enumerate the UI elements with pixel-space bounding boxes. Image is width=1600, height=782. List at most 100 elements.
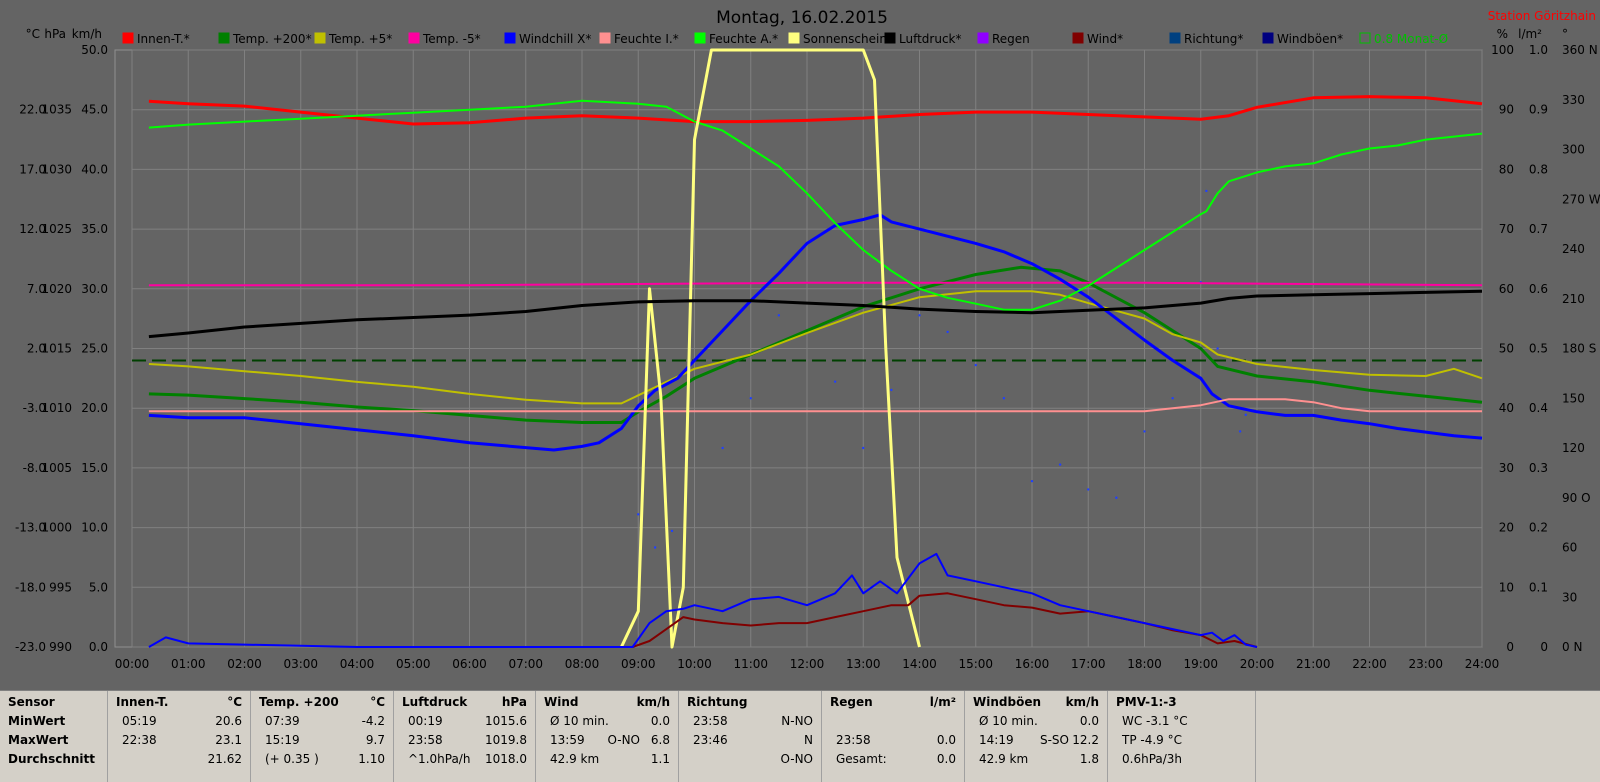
dir-tick-label: 30 bbox=[1562, 590, 1577, 604]
stats-header-unit: °C bbox=[370, 695, 385, 709]
press-tick-label: 1030 bbox=[41, 162, 72, 176]
stats-time: 14:19 bbox=[979, 733, 1014, 747]
wind-tick-label: 35.0 bbox=[81, 222, 108, 236]
stats-header: Luftdruck hPa bbox=[394, 693, 535, 712]
legend-item: Temp. -5* bbox=[408, 32, 481, 46]
dir-tick-label: 0 N bbox=[1562, 640, 1582, 654]
legend-swatch bbox=[788, 32, 800, 44]
temp-tick-label: -3.0 bbox=[23, 401, 46, 415]
wind-tick-label: 20.0 bbox=[81, 401, 108, 415]
legend-label: Luftdruck* bbox=[899, 32, 962, 46]
wind-tick-label: 45.0 bbox=[81, 103, 108, 117]
wind-tick-label: 25.0 bbox=[81, 342, 108, 356]
legend-swatch bbox=[1262, 32, 1274, 44]
series-line bbox=[148, 552, 1258, 648]
stats-value: 1.8 bbox=[1079, 752, 1099, 766]
stats-header-label: Temp. +200 bbox=[259, 695, 339, 709]
station-label: Station Göritzhain bbox=[1488, 9, 1596, 23]
hum-tick-label: 90 bbox=[1499, 103, 1514, 117]
dir-tick-label: 150 bbox=[1562, 391, 1585, 405]
legend-item: 0.8 Monat-Ø bbox=[1359, 32, 1448, 46]
stats-row: 00:19 1015.6 bbox=[394, 712, 535, 731]
legend-swatch bbox=[218, 32, 230, 44]
legend-label: Richtung* bbox=[1184, 32, 1243, 46]
hum-tick-label: 50 bbox=[1499, 342, 1514, 356]
stats-time: 23:58 bbox=[693, 714, 728, 728]
stats-header: Innen-T. °C bbox=[108, 693, 250, 712]
legend-swatch bbox=[408, 32, 420, 44]
direction-point bbox=[918, 314, 921, 317]
stats-column: Windböen km/h Ø 10 min. 0.0 14:19 S-SO 12.2 42.… bbox=[965, 691, 1108, 782]
dir-tick-label: 300 bbox=[1562, 143, 1585, 157]
x-tick-label: 13:00 bbox=[846, 657, 881, 671]
temp-tick-label: -18.0 bbox=[15, 580, 46, 594]
press-tick-label: 990 bbox=[49, 640, 72, 654]
press-tick-label: 1020 bbox=[41, 282, 72, 296]
stats-row: 14:19 S-SO 12.2 bbox=[965, 731, 1107, 750]
stats-column: Regen l/m² 23:58 0.0 Gesamt: 0.0 bbox=[822, 691, 965, 782]
stats-column: Luftdruck hPa 00:19 1015.6 23:58 1019.8 ^1.0hP… bbox=[394, 691, 536, 782]
x-tick-label: 11:00 bbox=[733, 657, 768, 671]
direction-point bbox=[833, 380, 837, 383]
x-tick-label: 21:00 bbox=[1296, 657, 1331, 671]
stats-header-unit: hPa bbox=[501, 695, 527, 709]
stats-column: Wind km/h Ø 10 min. 0.0 13:59 O-NO 6.8 42.9 km 1… bbox=[536, 691, 679, 782]
hum-tick-label: 40 bbox=[1499, 401, 1514, 415]
rain-axis-unit: l/m² bbox=[1518, 27, 1542, 41]
press-tick-label: 1015 bbox=[41, 342, 72, 356]
x-tick-label: 02:00 bbox=[227, 657, 262, 671]
direction-point bbox=[1143, 430, 1146, 433]
rain-tick-label: 0 bbox=[1540, 640, 1548, 654]
stats-column: Sensor MinWert MaxWert Durchschnitt bbox=[0, 691, 108, 782]
legend-item: Innen-T.* bbox=[122, 32, 190, 46]
weather-chart: 00:00 01:00 02:00 03:00 04:00 05:00 06:00 07:00… bbox=[15, 8, 1600, 671]
stats-value: 0.0 bbox=[936, 752, 956, 766]
stats-header-label: Richtung bbox=[687, 695, 748, 709]
press-tick-label: 1010 bbox=[41, 401, 72, 415]
stats-panel: Sensor MinWert MaxWert Durchschnitt Innen-T.… bbox=[0, 690, 1600, 782]
press-tick-label: 1025 bbox=[41, 222, 72, 236]
rain-tick-label: 1.0 bbox=[1529, 43, 1548, 57]
legend-item: Sonnenschein bbox=[788, 32, 887, 46]
legend-item: Richtung* bbox=[1169, 32, 1243, 46]
hum-tick-label: 80 bbox=[1499, 162, 1514, 176]
stats-column: Innen-T. °C 05:19 20.6 22:38 23.1 21.62 bbox=[108, 691, 251, 782]
legend-swatch bbox=[1359, 32, 1371, 44]
stats-time: TP -4.9 °C bbox=[1122, 733, 1182, 747]
stats-value: 1.10 bbox=[358, 752, 385, 766]
temp-tick-label: 17.0 bbox=[19, 162, 46, 176]
stats-header-label: Sensor bbox=[8, 695, 55, 709]
stats-time: 23:46 bbox=[693, 733, 728, 747]
stats-row: 42.9 km 1.8 bbox=[965, 750, 1107, 769]
direction-point bbox=[890, 388, 893, 392]
x-tick-label: 18:00 bbox=[1127, 657, 1162, 671]
hum-tick-label: 100 bbox=[1491, 43, 1514, 57]
legend-item: Wind* bbox=[1072, 32, 1123, 46]
stats-row: 23:58 0.0 bbox=[822, 731, 964, 750]
press-tick-label: 1035 bbox=[41, 103, 72, 117]
rain-tick-label: 0.8 bbox=[1529, 162, 1548, 176]
stats-time: 13:59 bbox=[550, 733, 585, 747]
rain-tick-label: 0.4 bbox=[1529, 401, 1548, 415]
x-tick-label: 05:00 bbox=[396, 657, 431, 671]
stats-row: 0.6hPa/3h bbox=[1108, 750, 1255, 769]
rain-tick-label: 0.9 bbox=[1529, 103, 1548, 117]
stats-time: 42.9 km bbox=[979, 752, 1029, 766]
x-tick-label: 07:00 bbox=[508, 657, 543, 671]
press-tick-label: 995 bbox=[49, 580, 72, 594]
stats-value: 0.0 bbox=[650, 714, 670, 728]
x-tick-label: 16:00 bbox=[1015, 657, 1050, 671]
stats-row: O-NO bbox=[679, 750, 821, 769]
direction-point bbox=[1030, 479, 1034, 483]
rain-tick-label: 0.7 bbox=[1529, 222, 1548, 236]
legend-label: Windböen* bbox=[1277, 32, 1343, 46]
hum-tick-label: 20 bbox=[1499, 521, 1514, 535]
wind-tick-label: 40.0 bbox=[81, 162, 108, 176]
legend-item: Regen bbox=[977, 32, 1030, 46]
temp-axis-unit: °C bbox=[26, 27, 40, 41]
stats-time: Ø 10 min. bbox=[550, 714, 609, 728]
stats-column: Richtung 23:58 N-NO 23:46 N O-NO bbox=[679, 691, 822, 782]
legend-item: Luftdruck* bbox=[884, 32, 962, 46]
stats-row: MinWert bbox=[0, 712, 107, 731]
stats-header-label: Luftdruck bbox=[402, 695, 468, 709]
